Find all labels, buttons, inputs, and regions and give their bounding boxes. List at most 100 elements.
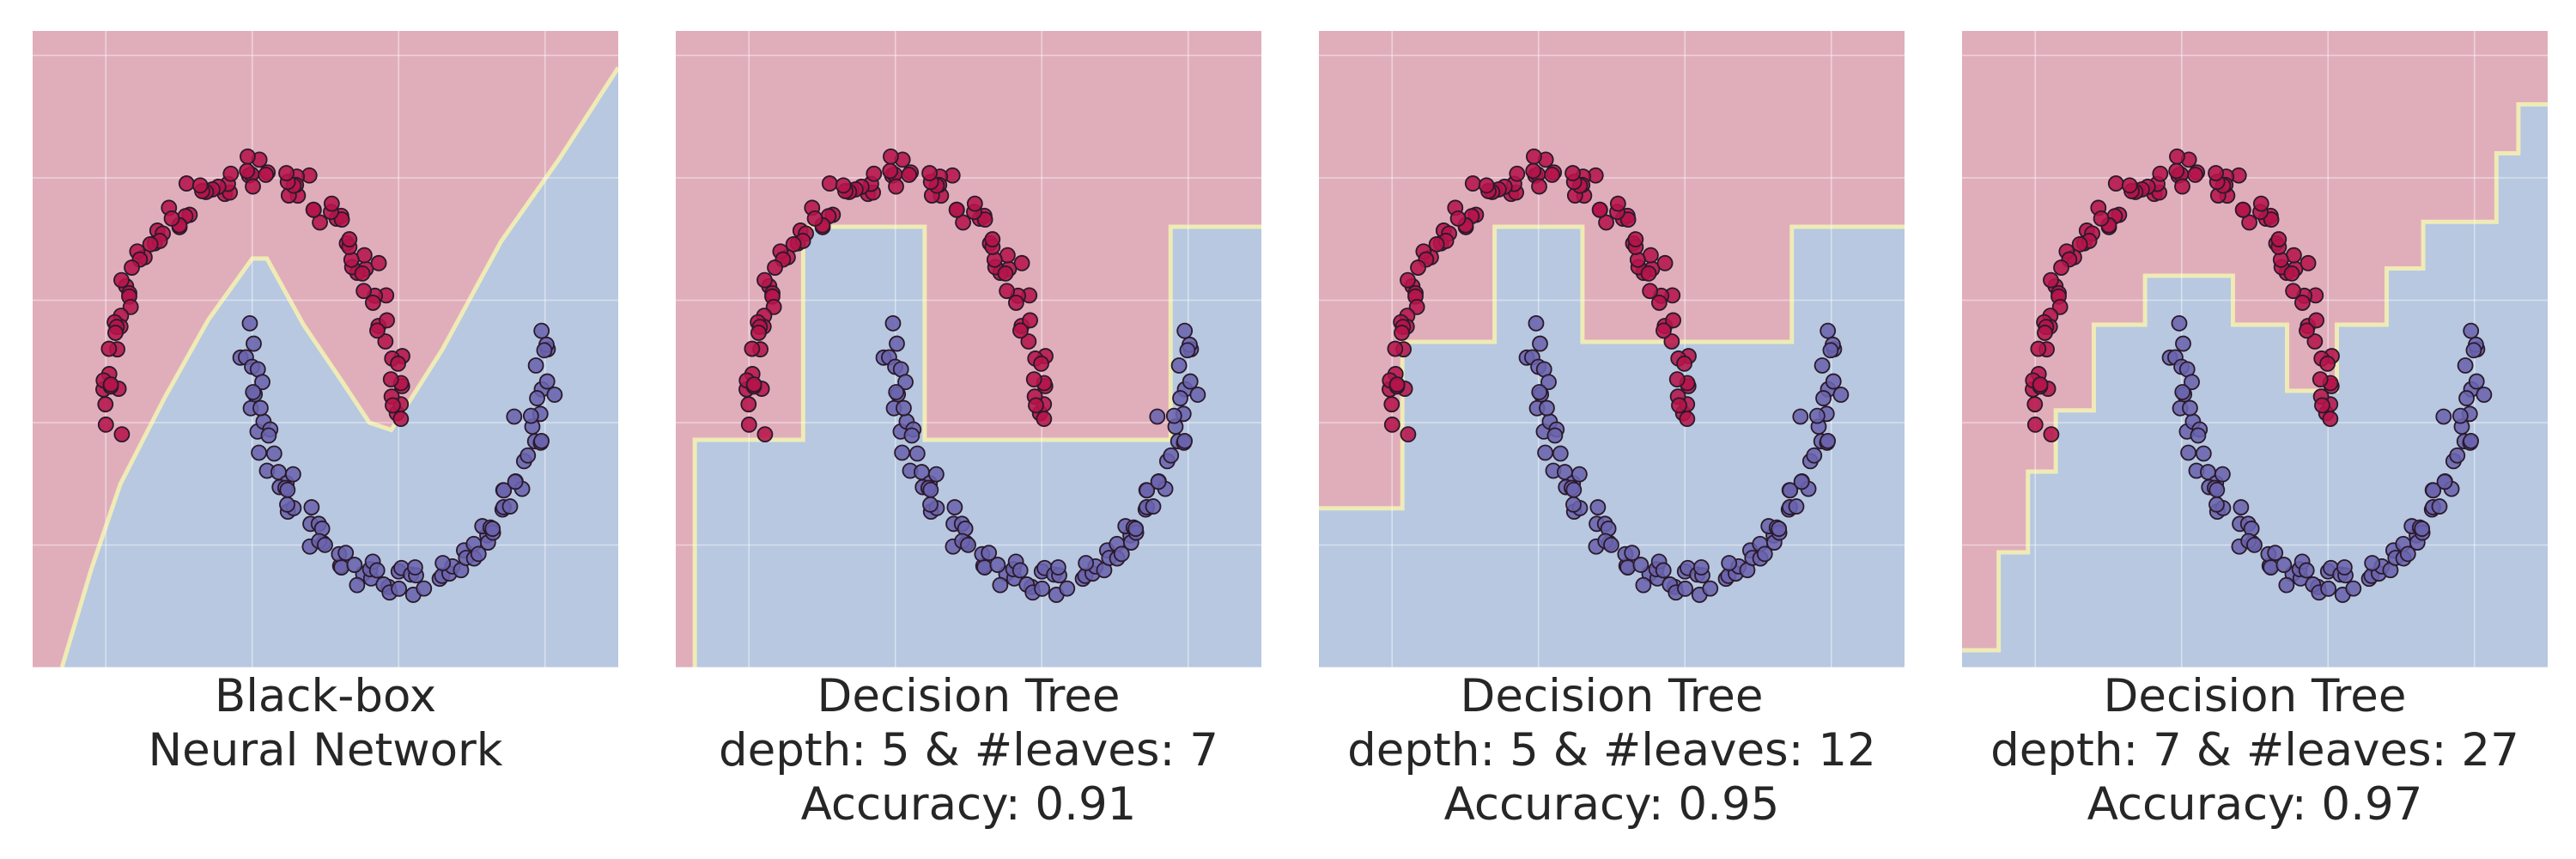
data-point-class-b bbox=[2320, 580, 2336, 597]
data-point-class-b bbox=[1756, 545, 1773, 563]
data-point-class-b bbox=[989, 557, 1006, 573]
data-point-class-a bbox=[2107, 175, 2124, 192]
caption-4-line-2: depth: 7 & #leaves: 27 bbox=[1990, 724, 2519, 777]
data-point-class-b bbox=[884, 314, 902, 332]
data-point-class-b bbox=[279, 496, 295, 513]
data-point-class-a bbox=[785, 235, 802, 253]
data-point-class-a bbox=[2312, 371, 2329, 388]
data-point-class-b bbox=[1176, 322, 1194, 339]
caption-3-line-3: Accuracy: 0.95 bbox=[1443, 778, 1780, 831]
data-point-class-a bbox=[745, 376, 762, 393]
data-point-class-b bbox=[1113, 545, 1130, 563]
data-point-class-a bbox=[305, 201, 322, 218]
data-point-class-a bbox=[2208, 165, 2224, 181]
data-point-class-b bbox=[260, 427, 277, 444]
data-point-class-b bbox=[519, 447, 537, 464]
data-point-class-a bbox=[2043, 271, 2059, 289]
data-point-class-a bbox=[390, 355, 406, 372]
data-point-class-b bbox=[2364, 555, 2381, 571]
data-point-class-b bbox=[303, 499, 320, 515]
data-point-class-a bbox=[178, 175, 195, 192]
data-point-class-a bbox=[163, 210, 180, 227]
data-point-class-b bbox=[1692, 559, 1710, 576]
data-point-class-b bbox=[522, 407, 539, 424]
data-point-class-b bbox=[1619, 559, 1637, 576]
data-point-class-b bbox=[546, 387, 563, 403]
data-point-class-a bbox=[835, 177, 852, 194]
data-point-class-b bbox=[1179, 342, 1196, 359]
data-point-class-b bbox=[992, 576, 1009, 594]
data-point-class-a bbox=[2306, 333, 2324, 350]
data-point-class-a bbox=[2234, 201, 2251, 218]
data-point-class-a bbox=[2152, 165, 2169, 182]
data-point-class-a bbox=[191, 177, 209, 194]
data-point-class-a bbox=[1383, 416, 1400, 433]
caption-4-line-3: Accuracy: 0.97 bbox=[2087, 778, 2423, 831]
data-point-class-b bbox=[349, 576, 366, 594]
data-point-class-a bbox=[1679, 411, 1696, 427]
data-point-class-a bbox=[948, 201, 965, 218]
data-point-class-b bbox=[1537, 444, 1553, 461]
data-point-class-b bbox=[1820, 322, 1837, 339]
data-point-class-a bbox=[1394, 325, 1410, 341]
data-point-class-a bbox=[1410, 259, 1426, 276]
data-point-class-b bbox=[1059, 580, 1076, 597]
caption-3-line-2: depth: 5 & #leaves: 12 bbox=[1347, 724, 1876, 777]
data-point-class-a bbox=[888, 178, 904, 195]
data-point-class-b bbox=[2425, 482, 2442, 499]
data-point-class-a bbox=[1036, 411, 1053, 427]
data-point-class-b bbox=[317, 537, 333, 553]
data-point-class-b bbox=[1589, 499, 1607, 515]
data-point-class-a bbox=[2285, 283, 2302, 300]
data-point-class-a bbox=[955, 214, 971, 231]
data-point-class-b bbox=[2463, 432, 2480, 449]
data-point-class-a bbox=[2299, 322, 2315, 339]
data-point-class-a bbox=[806, 210, 823, 227]
data-point-class-b bbox=[1552, 445, 1569, 462]
data-point-class-a bbox=[1478, 177, 1495, 194]
data-point-class-b bbox=[1782, 482, 1799, 499]
data-point-class-a bbox=[1598, 214, 1614, 231]
data-point-class-a bbox=[113, 426, 131, 443]
data-point-class-a bbox=[2270, 231, 2287, 247]
data-point-class-b bbox=[1528, 314, 1545, 332]
data-point-class-b bbox=[529, 390, 545, 406]
data-point-class-b bbox=[2345, 580, 2362, 597]
data-point-class-b bbox=[1624, 545, 1641, 562]
data-point-class-a bbox=[97, 396, 114, 413]
data-point-class-b bbox=[1808, 407, 1826, 424]
data-point-class-a bbox=[1671, 397, 1687, 414]
data-point-class-a bbox=[1033, 355, 1049, 372]
data-point-class-a bbox=[240, 148, 256, 165]
data-point-class-a bbox=[1464, 175, 1481, 192]
data-point-class-b bbox=[2182, 399, 2198, 417]
data-point-class-b bbox=[2463, 322, 2480, 339]
data-point-class-a bbox=[1642, 283, 1659, 300]
data-point-class-b bbox=[2180, 444, 2196, 461]
data-point-class-b bbox=[416, 580, 433, 597]
data-point-class-a bbox=[113, 271, 130, 289]
data-point-class-a bbox=[2283, 265, 2300, 282]
data-point-class-b bbox=[2457, 357, 2474, 374]
data-point-class-b bbox=[1034, 580, 1050, 597]
data-point-class-a bbox=[882, 162, 899, 180]
data-point-class-b bbox=[1532, 335, 1548, 352]
data-point-class-b bbox=[484, 521, 501, 537]
data-point-class-a bbox=[107, 325, 124, 341]
data-point-class-b bbox=[1163, 447, 1180, 464]
data-point-class-b bbox=[254, 374, 270, 391]
data-point-class-a bbox=[1668, 371, 1686, 388]
data-point-class-b bbox=[2190, 427, 2207, 444]
data-point-class-b bbox=[1539, 399, 1555, 417]
data-point-class-a bbox=[1676, 355, 1692, 372]
data-point-class-b bbox=[1771, 521, 1788, 537]
data-point-class-b bbox=[2208, 496, 2225, 513]
data-point-class-a bbox=[866, 165, 883, 182]
data-point-class-b bbox=[2208, 481, 2226, 498]
data-point-class-a bbox=[377, 333, 394, 350]
data-point-class-b bbox=[507, 473, 524, 490]
data-point-class-b bbox=[2465, 342, 2482, 359]
data-point-class-b bbox=[2298, 562, 2315, 579]
plot-4 bbox=[1962, 31, 2548, 667]
data-point-class-a bbox=[1640, 265, 1657, 282]
